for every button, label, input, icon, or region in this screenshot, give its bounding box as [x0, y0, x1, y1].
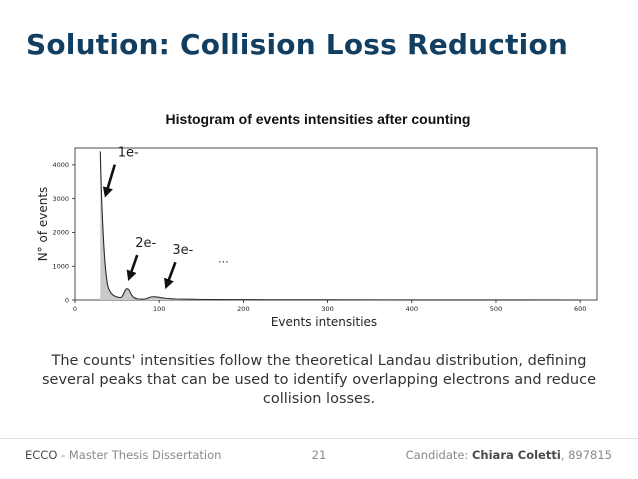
- x-tick-label: 600: [574, 305, 586, 313]
- plot-area: 0 100 200 300 400 500 600 0 1000 2000 3000 4000 1e…: [52, 146, 598, 313]
- series-line-events: [99, 151, 581, 301]
- peak-annotations: 1e- 2e- 3e-...: [102, 146, 229, 290]
- plot-frame: [74, 147, 598, 301]
- slide-title: Solution: Collision Loss Reduction: [26, 28, 569, 61]
- x-tick-label: 100: [153, 305, 165, 313]
- y-axis-label: N° of events: [36, 187, 50, 262]
- footer-left-rest: - Master Thesis Dissertation: [57, 448, 222, 462]
- annotation-ellipsis: ...: [218, 252, 229, 265]
- page-number: 21: [311, 448, 327, 462]
- footer-candidate-name: Chiara Coletti: [471, 448, 561, 462]
- annotation-label-2e: 2e-: [135, 236, 156, 251]
- histogram-fill: [100, 151, 581, 300]
- y-tick-label: 0: [65, 296, 69, 304]
- chart-title: Histogram of events intensities after co…: [166, 111, 471, 127]
- annotation-label-3e: 3e-: [172, 243, 193, 258]
- y-tick-label: 1000: [52, 263, 69, 271]
- x-axis-label: Events intensities: [271, 315, 377, 329]
- y-tick-label: 4000: [52, 161, 69, 169]
- x-tick-label: 0: [73, 305, 77, 313]
- annotation-arrow: [102, 164, 117, 198]
- footer-right: Candidate: Chiara Coletti, 897815: [406, 448, 612, 462]
- annotation-arrow: [164, 261, 177, 290]
- footer-right-prefix: Candidate:: [405, 448, 472, 462]
- y-axis-ticks: 0 1000 2000 3000 4000: [52, 161, 75, 304]
- footer-left: ECCO - Master Thesis Dissertation: [25, 448, 221, 462]
- slide-caption: The counts' intensities follow the theor…: [41, 353, 597, 407]
- footer-right-suffix: , 897815: [560, 448, 612, 462]
- x-tick-label: 500: [490, 305, 502, 313]
- x-axis-ticks: 0 100 200 300 400 500 600: [73, 300, 586, 313]
- annotation-arrow: [126, 254, 139, 282]
- footer-left-strong: ECCO: [25, 448, 58, 462]
- y-tick-label: 3000: [52, 195, 69, 203]
- histogram-chart: Histogram of events intensities after co…: [36, 111, 598, 329]
- footer-divider: [0, 438, 638, 439]
- x-tick-label: 200: [237, 305, 249, 313]
- x-tick-label: 400: [406, 305, 418, 313]
- annotation-label-1e: 1e-: [118, 146, 139, 161]
- x-tick-label: 300: [321, 305, 333, 313]
- y-tick-label: 2000: [52, 229, 69, 237]
